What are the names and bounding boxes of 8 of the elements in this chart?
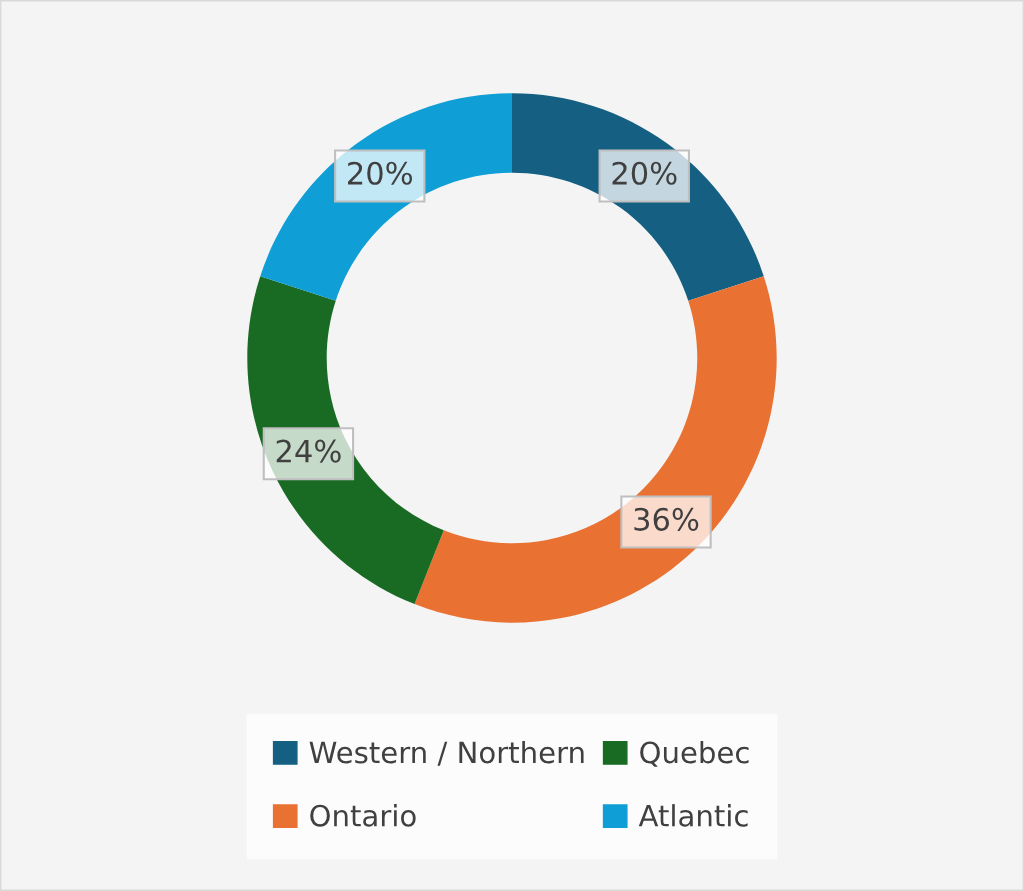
legend-label: Ontario <box>310 804 416 827</box>
data-label: 20% <box>348 161 413 185</box>
legend-label: Atlantic <box>638 804 748 827</box>
legend-label: Quebec <box>640 740 749 767</box>
data-label: 24% <box>276 439 341 463</box>
data-label: 36% <box>634 507 699 531</box>
data-label: 20% <box>612 161 677 185</box>
legend-label: Western / Northern <box>309 740 584 766</box>
